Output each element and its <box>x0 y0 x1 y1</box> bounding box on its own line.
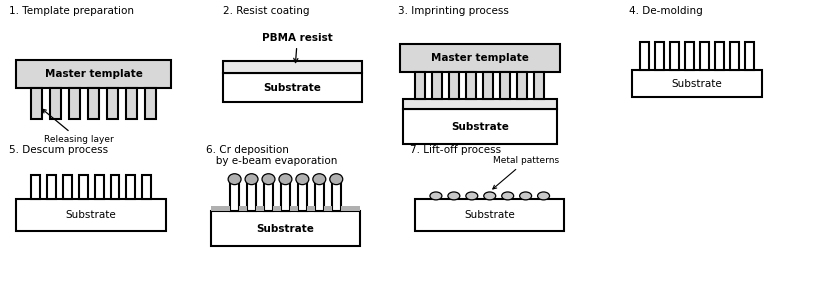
Bar <box>88 88 99 119</box>
Bar <box>517 72 527 100</box>
Text: Substrate: Substrate <box>256 224 314 234</box>
Ellipse shape <box>502 192 514 200</box>
Bar <box>230 182 239 211</box>
Bar <box>403 100 557 109</box>
Bar <box>403 109 557 144</box>
Bar <box>433 72 442 100</box>
Bar <box>239 206 247 211</box>
Text: Master template: Master template <box>431 53 528 63</box>
Bar <box>31 88 42 119</box>
Bar <box>211 211 361 246</box>
Text: PBMA resist: PBMA resist <box>262 33 332 62</box>
Text: Releasing layer: Releasing layer <box>42 109 114 144</box>
Bar <box>307 206 315 211</box>
Ellipse shape <box>330 174 342 185</box>
Bar <box>50 88 61 119</box>
Bar <box>670 42 679 70</box>
Bar <box>640 42 649 70</box>
Bar <box>126 88 137 119</box>
Bar <box>79 175 88 199</box>
Bar <box>315 182 324 211</box>
Bar <box>290 206 298 211</box>
Bar <box>655 42 664 70</box>
Bar <box>17 60 171 88</box>
Text: Metal patterns: Metal patterns <box>493 156 560 189</box>
Ellipse shape <box>448 192 460 200</box>
Bar <box>745 42 754 70</box>
Text: Substrate: Substrate <box>465 210 515 220</box>
Bar <box>264 182 273 211</box>
Bar <box>415 199 565 231</box>
Bar <box>700 42 709 70</box>
Text: Master template: Master template <box>45 69 142 79</box>
Bar <box>449 72 459 100</box>
Ellipse shape <box>245 174 258 185</box>
Bar <box>415 72 425 100</box>
Bar <box>332 182 341 211</box>
Ellipse shape <box>484 192 495 200</box>
Bar <box>69 88 80 119</box>
Text: by e-beam evaporation: by e-beam evaporation <box>206 156 337 166</box>
Bar <box>715 42 724 70</box>
Text: Substrate: Substrate <box>264 83 322 93</box>
Bar <box>500 72 510 100</box>
Bar <box>222 73 362 102</box>
Ellipse shape <box>228 174 241 185</box>
Text: 6. Cr deposition: 6. Cr deposition <box>206 145 289 155</box>
Text: 2. Resist coating: 2. Resist coating <box>222 6 309 16</box>
Bar <box>31 175 40 199</box>
Bar <box>127 175 136 199</box>
Text: 3. Imprinting process: 3. Imprinting process <box>398 6 509 16</box>
Bar <box>211 206 230 211</box>
Ellipse shape <box>538 192 550 200</box>
Bar <box>324 206 332 211</box>
Bar <box>685 42 694 70</box>
Bar <box>273 206 281 211</box>
Text: Substrate: Substrate <box>672 79 723 88</box>
Bar <box>281 182 290 211</box>
Bar <box>94 175 103 199</box>
Ellipse shape <box>519 192 532 200</box>
Bar <box>534 72 544 100</box>
Text: 5. Descum process: 5. Descum process <box>9 145 108 155</box>
Text: Substrate: Substrate <box>65 210 117 220</box>
Ellipse shape <box>466 192 478 200</box>
Ellipse shape <box>262 174 275 185</box>
Bar <box>247 182 256 211</box>
Bar <box>341 206 361 211</box>
Ellipse shape <box>279 174 292 185</box>
Bar <box>107 88 118 119</box>
Ellipse shape <box>296 174 308 185</box>
Bar <box>17 199 166 231</box>
Ellipse shape <box>313 174 326 185</box>
Bar <box>222 61 362 73</box>
Bar <box>256 206 264 211</box>
Bar <box>633 70 762 98</box>
Text: 7. Lift-off process: 7. Lift-off process <box>410 145 501 155</box>
Bar <box>63 175 72 199</box>
Bar <box>142 175 151 199</box>
Ellipse shape <box>430 192 442 200</box>
Text: 1. Template preparation: 1. Template preparation <box>9 6 134 16</box>
Bar <box>145 88 155 119</box>
Bar <box>47 175 55 199</box>
Bar <box>466 72 476 100</box>
Bar <box>298 182 307 211</box>
Text: Substrate: Substrate <box>451 122 509 132</box>
Bar <box>483 72 493 100</box>
Bar <box>111 175 119 199</box>
Bar <box>730 42 739 70</box>
Bar <box>400 44 560 72</box>
Text: 4. De-molding: 4. De-molding <box>629 6 703 16</box>
